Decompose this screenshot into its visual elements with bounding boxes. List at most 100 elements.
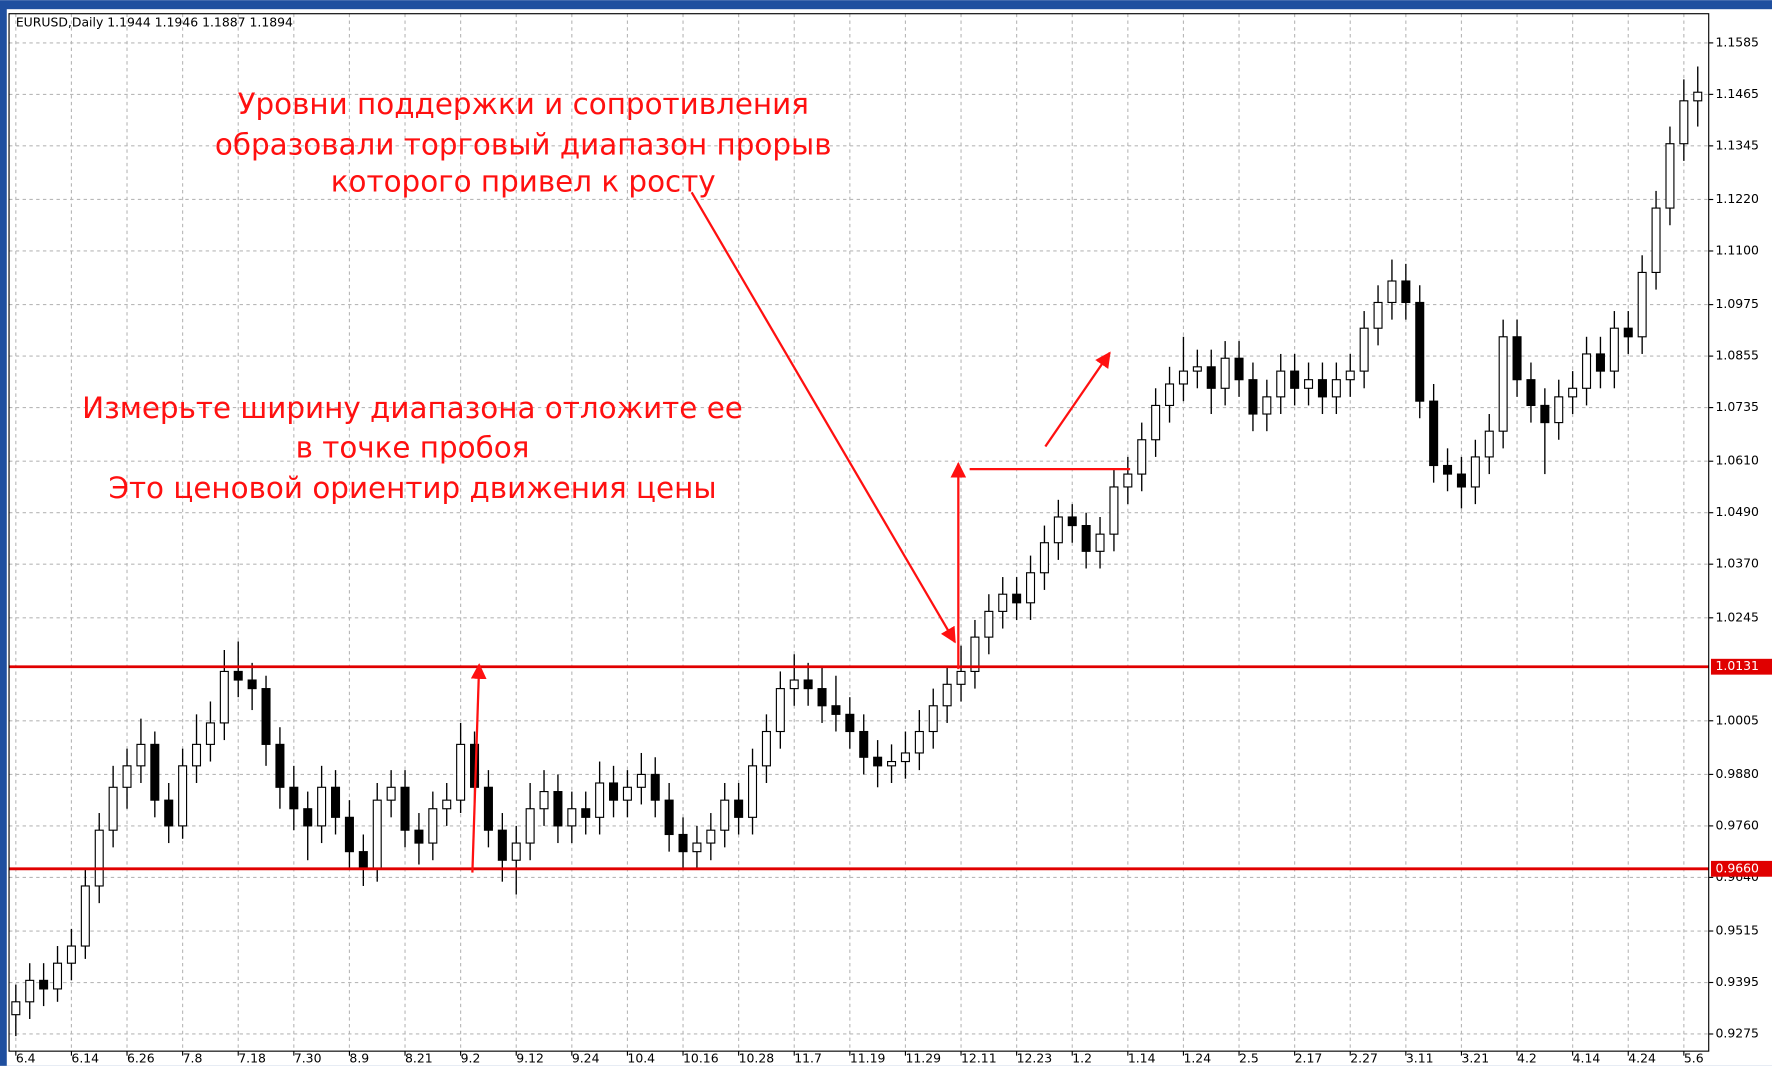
annotation: в точке пробоя (296, 430, 530, 464)
candle-body (1290, 370, 1300, 389)
candle-body (887, 760, 897, 767)
x-tick-label: 4.2 (1517, 1051, 1537, 1066)
candle-body (497, 829, 507, 861)
candle-body (247, 679, 257, 690)
candle-body (1331, 379, 1341, 398)
y-tick-label: 0.9395 (1715, 974, 1758, 989)
x-tick-label: 9.2 (461, 1051, 481, 1066)
candle-body (289, 786, 299, 810)
candle-body (1095, 533, 1105, 552)
candle-body (108, 786, 118, 831)
x-tick-label: 11.19 (850, 1051, 886, 1066)
y-tick-label: 0.9515 (1715, 923, 1758, 938)
candle-body (595, 782, 605, 818)
candle-body (984, 610, 994, 638)
candle-body (25, 979, 35, 1003)
x-tick-label: 1.24 (1183, 1051, 1211, 1066)
candle-body (205, 722, 215, 745)
candle-body (1012, 593, 1022, 604)
candle-body (1609, 327, 1619, 372)
y-tick-label: 1.0245 (1715, 609, 1758, 624)
annotation: Уровни поддержки и сопротивления (238, 87, 809, 121)
y-tick-label: 0.9760 (1715, 817, 1759, 832)
y-tick-label: 1.0855 (1715, 348, 1758, 363)
candle-body (66, 945, 76, 964)
candle-body (609, 782, 619, 801)
x-tick-label: 1.2 (1072, 1051, 1092, 1066)
candle-body (303, 808, 313, 827)
x-tick-label: 5.6 (1684, 1051, 1704, 1066)
x-tick-label: 12.11 (961, 1051, 997, 1066)
candle-body (53, 962, 63, 990)
candle-body (1081, 525, 1091, 552)
candle-body (748, 765, 758, 818)
x-tick-label: 4.24 (1628, 1051, 1656, 1066)
candle-body (1387, 280, 1397, 304)
candle-body (817, 688, 827, 707)
candle-body (664, 799, 674, 836)
candle-body (1526, 379, 1536, 407)
plot-frame (8, 13, 1710, 1052)
candle-body (636, 773, 646, 788)
chart-title: EURUSD,Daily 1.1944 1.1946 1.1887 1.1894 (16, 14, 293, 29)
candle-body (386, 786, 396, 801)
x-tick-label: 7.30 (294, 1051, 322, 1066)
candle-body (650, 773, 660, 801)
candle-body (317, 786, 327, 827)
x-tick-label: 3.11 (1406, 1051, 1434, 1066)
candle-body (1039, 542, 1049, 574)
candle-body (1637, 271, 1647, 338)
y-tick-label: 0.9880 (1715, 766, 1759, 781)
candle-body (1568, 387, 1578, 398)
x-tick-label: 6.14 (71, 1051, 99, 1066)
y-tick-label: 1.1585 (1715, 34, 1758, 49)
candle-body (998, 593, 1008, 612)
candle-body (1123, 473, 1133, 488)
x-tick-label: 7.18 (238, 1051, 266, 1066)
candle-body (706, 829, 716, 844)
y-tick-label: 1.0975 (1715, 296, 1758, 311)
candle-body (511, 842, 521, 861)
candle-body (1623, 327, 1633, 338)
candle-body (1595, 353, 1605, 372)
annotation: Это ценовой ориентир движения цены (108, 471, 716, 505)
candle-body (845, 713, 855, 733)
x-tick-label: 6.4 (16, 1051, 36, 1066)
y-tick-label: 1.0490 (1715, 504, 1759, 519)
candle-body (859, 730, 869, 758)
y-tick-label: 1.1100 (1715, 242, 1759, 257)
level-label: 0.9660 (1715, 860, 1759, 875)
candle-body (970, 636, 980, 673)
annotation: образовали торговый диапазон прорыв (215, 127, 832, 161)
level-label-box (1710, 658, 1772, 675)
candle-body (1512, 336, 1522, 381)
x-tick-label: 12.23 (1017, 1051, 1053, 1066)
x-tick-label: 10.28 (739, 1051, 775, 1066)
direction-arrow (1044, 351, 1111, 448)
candle-body (1220, 357, 1230, 389)
candle-body (1109, 486, 1119, 535)
candle-body (942, 683, 952, 707)
candle-body (803, 679, 813, 690)
candle-body (622, 786, 632, 801)
candle-body (1053, 516, 1063, 544)
candle-body (442, 799, 452, 810)
x-tick-label: 2.27 (1350, 1051, 1378, 1066)
candle-body (1484, 430, 1494, 458)
candle-body (1651, 207, 1661, 273)
candle-body (178, 765, 188, 827)
candle-body (358, 851, 368, 870)
candle-body (150, 743, 160, 801)
candle-body (678, 833, 688, 853)
y-tick-label: 0.9275 (1715, 1025, 1758, 1040)
candle-body (1498, 336, 1508, 432)
x-tick-label: 4.14 (1573, 1051, 1601, 1066)
candle-body (1165, 383, 1175, 407)
candle-body (1415, 301, 1425, 402)
candle-body (873, 756, 883, 767)
candle-body (1151, 404, 1161, 441)
candle-body (414, 829, 424, 844)
x-tick-label: 9.24 (572, 1051, 600, 1066)
candle-body (1026, 572, 1036, 604)
